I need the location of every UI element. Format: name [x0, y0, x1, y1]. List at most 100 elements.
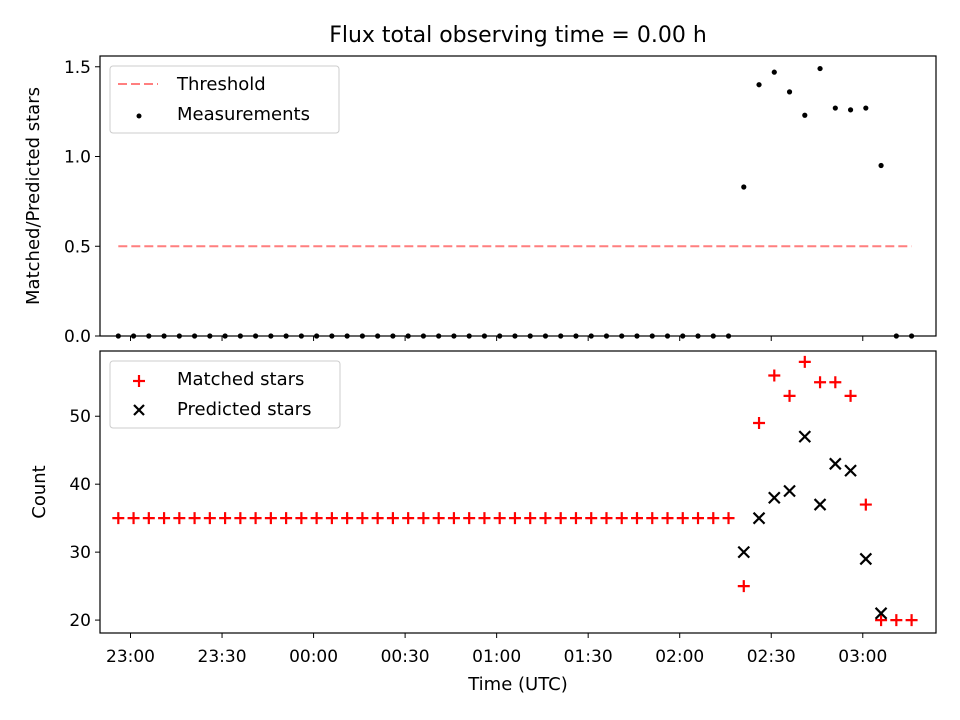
matched-star-point — [539, 512, 552, 525]
top-legend-box — [109, 65, 340, 134]
bottom-x-ticks: 23:00 23:30 00:00 00:30 01:00 01:30 02:00 02:30… — [106, 633, 887, 667]
measurement-point — [817, 65, 823, 72]
matched-star-point — [508, 512, 521, 525]
matched-star-point — [722, 512, 735, 525]
matched-star-point — [249, 512, 262, 525]
matched-star-point — [569, 512, 582, 525]
matched-star-point — [463, 512, 476, 525]
measurement-point — [847, 107, 854, 113]
predicted-star-point — [874, 607, 888, 620]
predicted-star-point — [783, 484, 796, 498]
bottom-axes-frame — [99, 350, 937, 634]
matched-star-point — [203, 512, 216, 525]
chart-title: Flux total observing time = 0.00 h — [329, 23, 707, 48]
matched-star-point — [737, 580, 750, 593]
matched-star-point — [493, 512, 506, 525]
top-y-axis-label: Matched/Predicted stars — [23, 87, 44, 305]
matched-star-point — [844, 389, 857, 402]
top-x-ticks — [130, 336, 864, 341]
legend-predicted-swatch — [133, 404, 145, 416]
matched-star-point — [310, 512, 323, 525]
measurement-point — [802, 112, 808, 118]
predicted-star-point — [859, 552, 873, 566]
legend-predicted-label: Predicted stars — [177, 399, 311, 420]
top-y-ticks: 0.0 0.5 1.0 1.5 — [64, 58, 100, 347]
matched-star-point — [173, 512, 186, 525]
matched-star-point — [768, 369, 781, 382]
x-tick-label: 23:30 — [198, 647, 247, 667]
matched-star-point — [127, 512, 140, 525]
x-tick-label: 03:00 — [838, 647, 887, 667]
matched-star-point — [295, 512, 308, 525]
top-y-tick-label: 1.5 — [64, 58, 91, 78]
matched-star-point — [890, 614, 903, 627]
matched-star-point — [859, 498, 872, 511]
matched-star-point — [554, 512, 567, 525]
matched-star-point — [447, 512, 460, 525]
matched-star-point — [356, 512, 369, 525]
matched-star-point — [707, 512, 720, 525]
top-axes-frame — [99, 55, 937, 337]
matched-star-point — [264, 512, 277, 525]
measurement-point — [832, 105, 838, 111]
bottom-legend-box — [109, 360, 341, 429]
bottom-panel: 20 30 40 50 23:00 23:30 00:00 00:30 01:00 01:30 0… — [29, 350, 937, 695]
matched-star-point — [432, 512, 445, 525]
matched-star-point — [600, 512, 613, 525]
predicted-star-point — [798, 430, 812, 443]
predicted-star-point — [737, 545, 751, 559]
matched-star-point — [630, 512, 643, 525]
matched-star-point — [219, 512, 232, 525]
matched-star-point — [158, 512, 171, 525]
matched-star-point — [875, 614, 888, 627]
measurement-point — [771, 69, 777, 75]
matched-star-point — [753, 417, 766, 430]
matched-star-point — [676, 512, 689, 525]
matched-star-point — [280, 512, 293, 525]
measurement-point — [756, 82, 762, 88]
bottom-y-axis-label: Count — [29, 465, 50, 518]
x-tick-label: 01:30 — [564, 647, 613, 667]
legend-measurements-label: Measurements — [177, 104, 310, 125]
predicted-star-point — [813, 498, 827, 511]
predicted-star-point — [844, 464, 857, 477]
x-axis-label: Time (UTC) — [467, 674, 568, 695]
matched-star-point — [814, 376, 827, 389]
matched-star-point — [661, 512, 674, 525]
predicted-star-point — [752, 511, 766, 525]
matched-star-point — [829, 376, 842, 389]
x-tick-label: 02:30 — [747, 647, 796, 667]
x-tick-label: 00:00 — [289, 647, 338, 667]
x-tick-label: 01:00 — [472, 647, 521, 667]
matched-star-point — [234, 512, 247, 525]
top-legend: Threshold Measurements — [109, 65, 340, 134]
top-y-tick-label: 0.5 — [64, 237, 91, 257]
matched-star-point — [112, 512, 125, 525]
legend-threshold-label: Threshold — [176, 74, 266, 95]
measurement-point — [741, 184, 747, 190]
bottom-legend: Matched stars Predicted stars — [109, 360, 341, 429]
predicted-star-point — [829, 457, 842, 471]
matched-star-point — [417, 512, 430, 525]
bottom-y-tick-label: 40 — [69, 475, 91, 495]
matched-star-point — [615, 512, 628, 525]
x-tick-label: 00:30 — [381, 647, 430, 667]
bottom-y-tick-label: 30 — [69, 543, 91, 563]
measurement-point — [878, 162, 884, 169]
matched-star-point — [646, 512, 659, 525]
legend-matched-label: Matched stars — [177, 369, 304, 390]
matched-star-point — [905, 614, 918, 627]
matched-star-point — [783, 389, 796, 402]
bottom-y-tick-label: 50 — [69, 407, 91, 427]
matched-star-point — [524, 512, 537, 525]
matched-star-point — [371, 512, 384, 525]
matched-star-point — [585, 512, 598, 525]
legend-measurements-swatch — [136, 113, 142, 119]
bottom-plot-area — [112, 355, 918, 627]
matched-star-point — [341, 512, 354, 525]
legend-matched-swatch — [133, 375, 145, 387]
matched-star-point — [325, 512, 338, 525]
top-y-tick-label: 0.0 — [64, 327, 91, 347]
top-panel: 0.0 0.5 1.0 1.5 Matched/Predicted stars Thr… — [23, 55, 937, 347]
